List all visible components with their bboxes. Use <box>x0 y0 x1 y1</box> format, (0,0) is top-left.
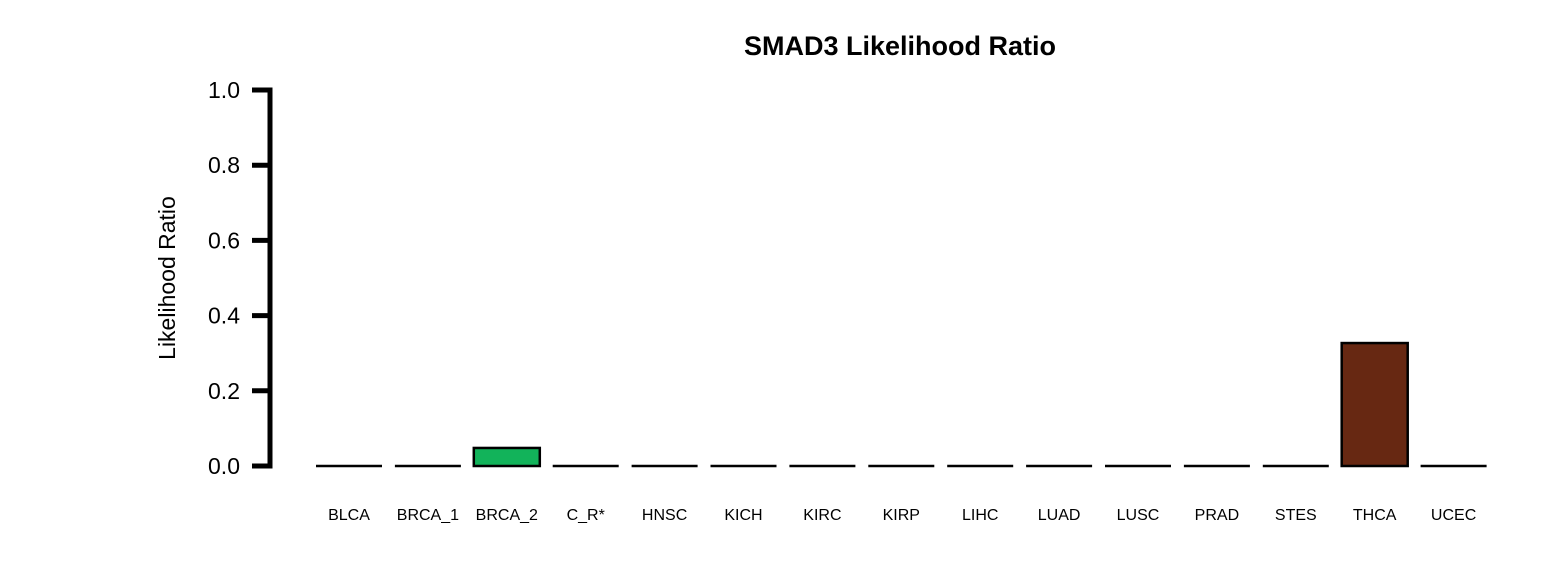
bar-brca-2 <box>472 446 542 468</box>
chart-title: SMAD3 Likelihood Ratio <box>744 31 1056 61</box>
x-tick-label: KICH <box>724 507 762 524</box>
y-tick-label: 0.0 <box>208 453 240 479</box>
y-tick-label: 0.8 <box>208 152 240 178</box>
x-tick-label: KIRC <box>803 507 841 524</box>
y-tick-label: 0.2 <box>208 378 240 404</box>
x-tick-label: HNSC <box>642 507 687 524</box>
x-tick-label: BRCA_1 <box>397 507 459 524</box>
x-tick-label: C_R* <box>567 507 605 524</box>
y-axis-label: Likelihood Ratio <box>154 196 180 360</box>
x-tick-label: THCA <box>1353 507 1397 524</box>
x-tick-label: KIRP <box>883 507 920 524</box>
bar-thca <box>1340 341 1409 468</box>
x-tick-label: LUSC <box>1117 507 1160 524</box>
x-tick-label: LUAD <box>1038 507 1081 524</box>
x-tick-label: STES <box>1275 507 1317 524</box>
y-tick-label: 1.0 <box>208 77 240 103</box>
bars-group <box>316 341 1487 468</box>
y-axis: 0.0 0.2 0.4 0.6 0.8 1.0 <box>208 77 273 479</box>
x-tick-label: BRCA_2 <box>476 507 538 524</box>
x-tick-label: UCEC <box>1431 507 1476 524</box>
x-tick-labels: BLCA BRCA_1 BRCA_2 C_R* HNSC KICH KIRC KIRP LIHC… <box>328 507 1476 524</box>
x-tick-label: LIHC <box>962 507 998 524</box>
y-tick-label: 0.6 <box>208 227 240 253</box>
x-tick-label: PRAD <box>1195 507 1239 524</box>
x-tick-label: BLCA <box>328 507 370 524</box>
y-tick-label: 0.4 <box>208 303 240 329</box>
